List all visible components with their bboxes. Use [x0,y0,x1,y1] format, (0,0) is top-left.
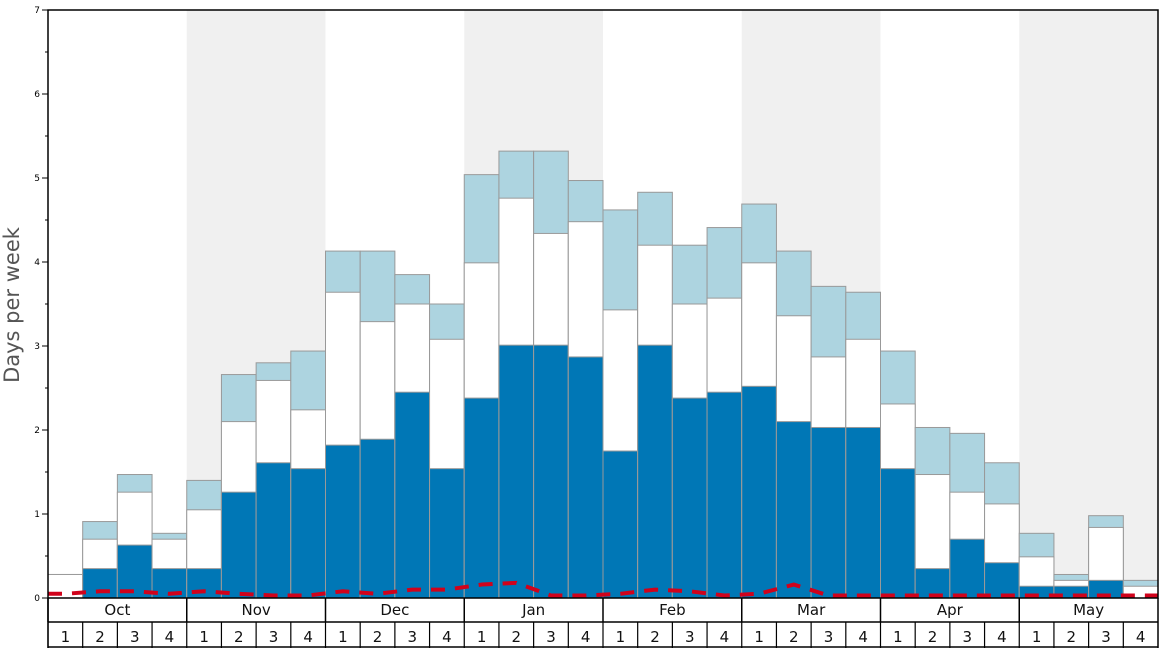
month-label-dec: Dec [380,601,409,619]
week-label: 1 [61,628,71,646]
bar-base [602,450,639,599]
week-label: 1 [893,628,903,646]
bar-base [741,385,777,599]
week-label: 2 [512,628,522,646]
y-tick-label: 0 [34,594,40,604]
bar-base [255,462,292,599]
week-label: 3 [962,628,972,646]
week-label: 1 [477,628,487,646]
bar-base [706,391,743,599]
week-label: 3 [546,628,556,646]
week-label: 1 [199,628,209,646]
week-label: 4 [720,628,730,646]
week-label: 1 [754,628,764,646]
dashed-line-layer [48,580,1158,598]
week-label: 4 [1136,628,1146,646]
week-label: 2 [234,628,244,646]
y-tick-label: 7 [34,6,40,16]
bar-base [984,562,1020,599]
y-tick-label: 1 [34,510,40,520]
dashed-line [48,580,1158,598]
week-label: 4 [165,628,175,646]
bar-base [775,421,812,599]
month-shading [186,10,1158,598]
week-label: 4 [303,628,313,646]
bar-base [82,568,118,599]
y-axis-label: Days per week [0,226,24,383]
month-label-nov: Nov [241,601,270,619]
bar-base [637,344,673,599]
week-label: 3 [407,628,417,646]
bar-base [810,426,847,599]
bar-base [359,438,396,599]
bar-base [220,491,257,599]
month-label-may: May [1073,601,1104,619]
week-label: 2 [373,628,383,646]
month-label-jan: Jan [521,601,545,619]
week-label: 2 [650,628,660,646]
bar-base [290,468,326,599]
week-label: 3 [824,628,834,646]
week-label: 1 [616,628,626,646]
bar-base [394,391,431,599]
week-label: 1 [1032,628,1042,646]
week-label: 2 [1067,628,1077,646]
axes: 0 1 2 3 4 5 6 7 Oct Nov Dec Jan Feb Mar Apr May 1 2 3 4 1 2 3 4… [34,6,1159,648]
bar-base [567,356,604,599]
bar-base [463,397,500,599]
bar-base [429,468,465,599]
week-label: 1 [338,628,348,646]
month-label-mar: Mar [797,601,826,619]
bar-base [845,426,881,599]
month-shade-may [1019,10,1158,598]
month-label-feb: Feb [659,601,686,619]
week-label: 3 [1101,628,1111,646]
y-tick-label: 6 [34,90,40,100]
week-label: 4 [997,628,1007,646]
y-tick-label: 5 [34,174,40,184]
week-label: 2 [789,628,799,646]
y-tick-label: 2 [34,426,40,436]
week-label: 3 [685,628,695,646]
week-label: 4 [442,628,452,646]
week-label: 3 [130,628,140,646]
bar-base [949,538,986,599]
bar-base [533,344,569,599]
y-tick-label: 3 [34,342,40,352]
bar-base [671,397,708,599]
y-tick-label: 4 [34,258,40,268]
week-label: 2 [928,628,938,646]
week-label: 3 [269,628,279,646]
bar-base [880,468,916,599]
month-label-oct: Oct [104,601,130,619]
week-label: 4 [581,628,591,646]
bar-base [498,344,535,599]
bar-base [325,444,361,599]
month-label-apr: Apr [937,601,964,619]
week-label: 2 [95,628,105,646]
week-label: 4 [858,628,868,646]
